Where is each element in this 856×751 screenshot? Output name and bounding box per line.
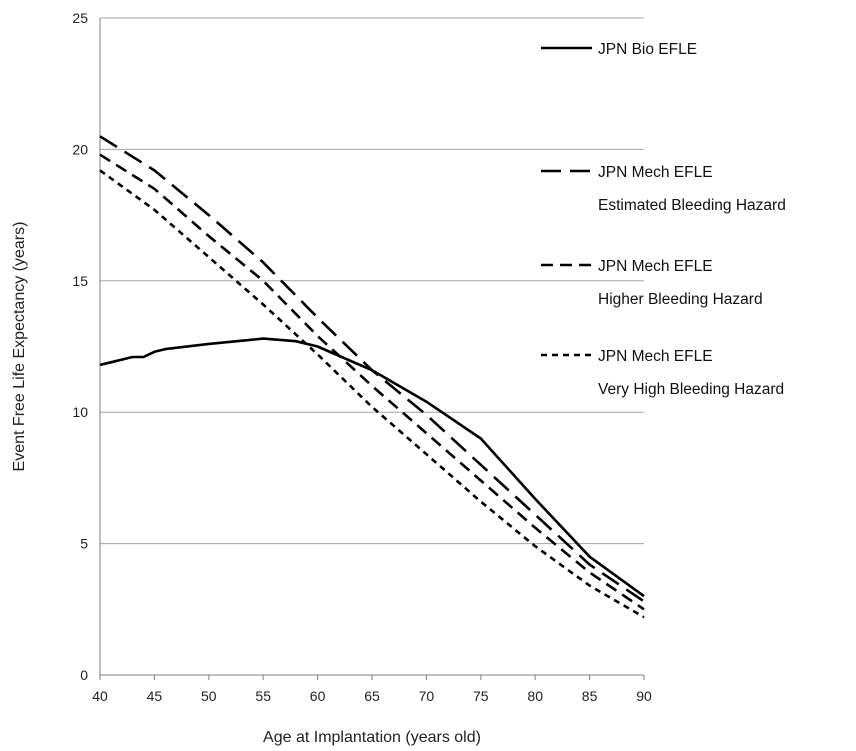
y-tick-label: 10	[72, 404, 88, 420]
x-tick-label: 85	[582, 688, 598, 704]
x-axis-title: Age at Implantation (years old)	[263, 729, 481, 746]
x-tick-label: 70	[419, 688, 435, 704]
legend-label: JPN Bio EFLE	[598, 41, 697, 58]
x-tick-label: 55	[255, 688, 271, 704]
series-line-4	[99, 169, 645, 619]
tick-labels: 0 5 10 15 20 25 40 45 50 55 60 65 70 75 80 85 90	[72, 10, 652, 704]
gridlines	[100, 17, 644, 545]
legend-sublabel: Very High Bleeding Hazard	[598, 381, 784, 398]
x-tick-label: 50	[201, 688, 217, 704]
y-axis-title: Event Free Life Expectancy (years)	[11, 222, 28, 472]
y-tick-label: 20	[72, 141, 88, 157]
y-tick-label: 5	[80, 536, 88, 552]
legend: JPN Bio EFLE JPN Mech EFLE Estimated Bleed…	[541, 41, 786, 398]
axes	[99, 18, 645, 680]
x-tick-label: 45	[147, 688, 163, 704]
series-lines	[99, 135, 645, 619]
y-tick-label: 15	[72, 273, 88, 289]
series-line-3	[99, 153, 645, 611]
legend-sublabel: Higher Bleeding Hazard	[598, 291, 763, 308]
x-tick-label: 80	[527, 688, 543, 704]
series-line-1	[99, 337, 645, 598]
legend-label: JPN Mech EFLE	[598, 348, 713, 365]
legend-sublabel: Estimated Bleeding Hazard	[598, 197, 786, 214]
legend-label: JPN Mech EFLE	[598, 258, 713, 275]
y-tick-label: 0	[80, 667, 88, 683]
x-tick-label: 65	[364, 688, 380, 704]
x-tick-label: 90	[636, 688, 652, 704]
x-tick-label: 75	[473, 688, 489, 704]
x-tick-label: 40	[92, 688, 108, 704]
x-tick-label: 60	[310, 688, 326, 704]
legend-label: JPN Mech EFLE	[598, 164, 713, 181]
series-line-2	[99, 135, 645, 603]
y-tick-label: 25	[72, 10, 88, 26]
